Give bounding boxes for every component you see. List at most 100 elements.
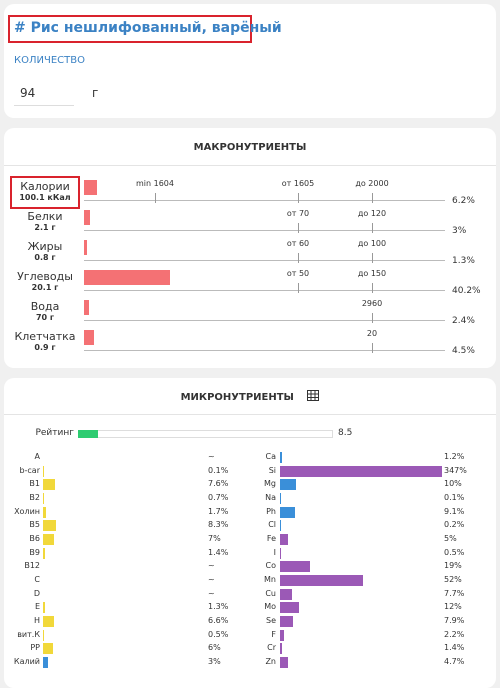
micro-title: МИКРОНУТРИЕНТЫ [0,390,500,403]
threshold-tick [372,343,373,353]
threshold-label: от 1605 [268,179,328,188]
nutrient-name: Клетчатка [10,330,80,343]
micro-bar [43,548,45,559]
threshold-tick [298,253,299,263]
micro-name: Si [216,466,276,475]
product-title: # Рис нешлифованный, варёный [14,20,282,36]
bar-clip [43,630,203,641]
micro-value: 5% [444,534,457,543]
bar-clip [280,534,442,545]
micro-name: B5 [0,520,40,529]
threshold-tick [372,253,373,263]
micro-name: H [0,616,40,625]
micro-bar [280,575,363,586]
threshold-label: min 1604 [125,179,185,188]
micro-bar [43,520,56,531]
micro-bar [280,534,288,545]
threshold-label: до 100 [342,239,402,248]
threshold-label: до 2000 [342,179,402,188]
bar-clip [280,507,442,518]
bar-clip [43,657,203,668]
threshold-label: от 50 [268,269,328,278]
bar-clip [280,589,442,600]
micro-value: 12% [444,602,462,611]
nutrient-name: Вода [10,300,80,313]
micro-value: 1.4% [444,643,464,652]
nutrient-amount: 70 г [10,313,80,322]
threshold-tick [372,223,373,233]
macro-bar [84,240,87,255]
rating-bar [78,430,98,438]
bar-clip [280,520,442,531]
micro-name: B9 [0,548,40,557]
nutrient-name: Углеводы [10,270,80,283]
percent-label: 3% [452,226,466,236]
bar-clip [43,479,203,490]
micro-title-text: МИКРОНУТРИЕНТЫ [181,392,294,403]
threshold-label: от 70 [268,209,328,218]
bar-clip [280,602,442,613]
micro-name: Ph [216,507,276,516]
micro-bar [280,466,442,477]
micro-value: ~ [208,452,215,461]
percent-label: 2.4% [452,316,475,326]
micro-bar [280,507,295,518]
macro-bar [84,270,170,285]
micro-bar [280,589,292,600]
micro-name: Cl [216,520,276,529]
macro-bar [84,330,94,345]
threshold-tick [372,313,373,323]
micro-bar [43,479,55,490]
micro-bar [280,452,282,463]
bar-clip [280,643,442,654]
macro-title: МАКРОНУТРИЕНТЫ [0,142,500,153]
micro-name: Na [216,493,276,502]
micro-bar [43,602,45,613]
micro-name: Fe [216,534,276,543]
bar-clip [43,548,203,559]
micro-name: Mg [216,479,276,488]
nutrient-amount: 0.8 г [10,253,80,262]
micro-name: PP [0,643,40,652]
separator [4,165,496,166]
micro-name: A [0,452,40,461]
quantity-input[interactable]: 94 [14,80,74,106]
micro-bar [280,561,310,572]
bar-clip [43,466,203,477]
micro-value: 4.7% [444,657,464,666]
micro-bar [280,630,284,641]
bar-clip [43,507,203,518]
track [84,230,445,231]
micro-value: ~ [208,575,215,584]
micro-name: вит.К [0,630,40,639]
micro-name: B12 [0,561,40,570]
micro-name: F [216,630,276,639]
micro-name: B1 [0,479,40,488]
micro-value: 7.7% [444,589,464,598]
micro-name: I [216,548,276,557]
micro-bar [280,643,282,654]
separator [4,414,496,415]
bar-clip [280,466,442,477]
micro-name: Zn [216,657,276,666]
nutrient-name: Жиры [10,240,80,253]
nutrient-amount: 20.1 г [10,283,80,292]
rating-track [78,430,333,438]
threshold-label: 2960 [342,299,402,308]
table-icon[interactable] [307,390,319,401]
nutrient-amount: 100.1 кКал [10,193,80,202]
micro-bar [43,643,53,654]
micro-value: 1.2% [444,452,464,461]
macro-bar [84,180,97,195]
bar-clip [280,548,442,559]
nutrient-name: Калории [10,180,80,193]
threshold-tick [298,283,299,293]
rating-value: 8.5 [338,428,352,438]
threshold-tick [298,193,299,203]
bar-clip [280,479,442,490]
micro-name: C [0,575,40,584]
percent-label: 4.5% [452,346,475,356]
threshold-label: до 120 [342,209,402,218]
track [84,200,445,201]
micro-name: E [0,602,40,611]
